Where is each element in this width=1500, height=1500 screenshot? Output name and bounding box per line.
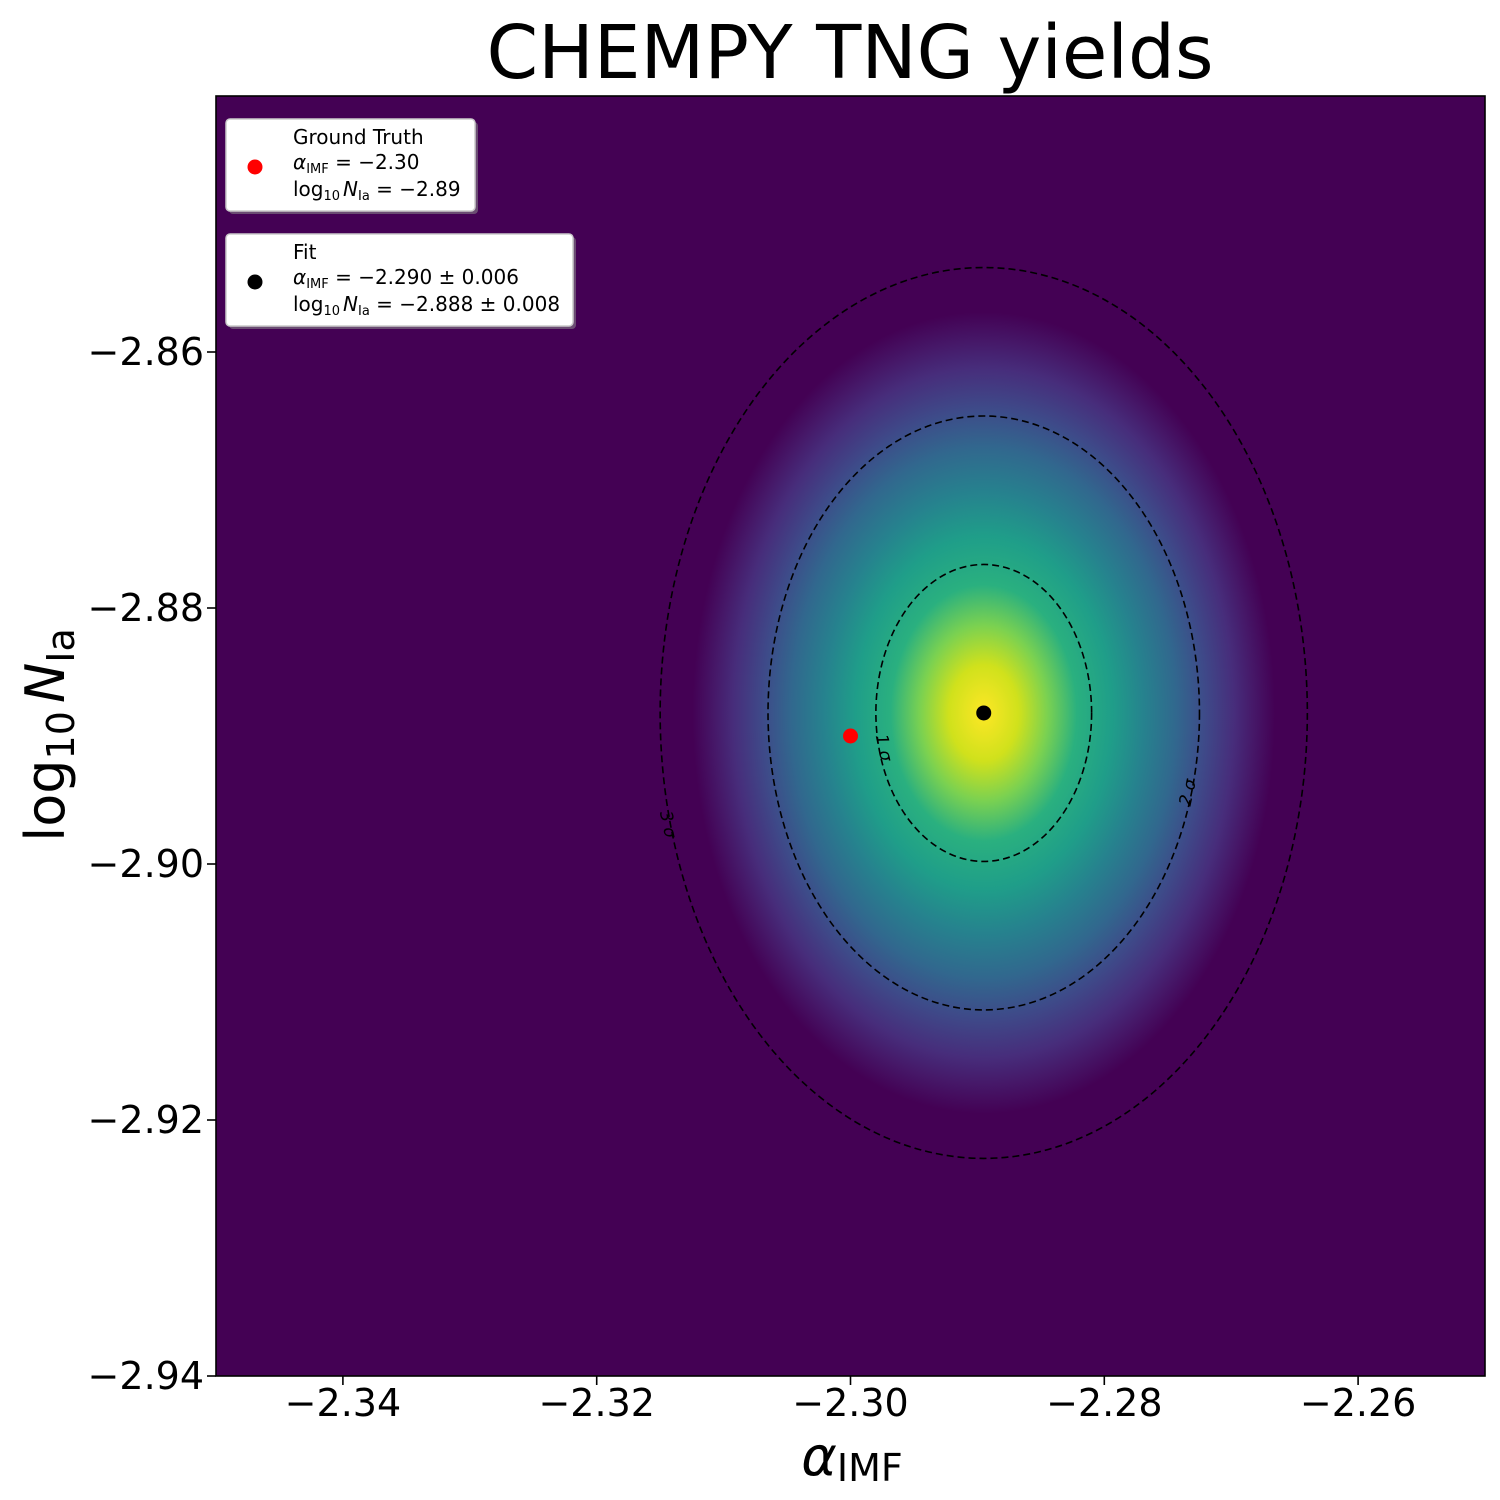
y-tick-label: −2.94 [88,1354,204,1398]
legend-marker [247,274,263,290]
contour-labels: 1 σ2 σ3 σ [655,732,1201,841]
y-tick-label: −2.90 [88,842,204,886]
legend-box [225,233,574,327]
legend-box [225,118,476,212]
contour-2-sigma [767,415,1201,1011]
data-points [843,705,992,744]
x-tick-label: −2.30 [792,1381,908,1425]
fit-point [976,705,992,721]
x-axis-label-subscript: IMF [837,1446,903,1490]
y-tick-label: −2.86 [88,330,204,374]
x-axis-label-symbol: α [801,1425,837,1488]
y-tick-label: −2.88 [88,586,204,630]
x-axis-label: αIMF [801,1425,902,1490]
y-axis-label: log10 NIa [14,628,83,842]
chart-title: CHEMPY TNG yields [486,10,1213,96]
legend-alpha-line: αIMF = −2.290 ± 0.006 [293,265,519,292]
legend-marker [247,159,263,175]
legend-nia-line: log10 NIa = −2.888 ± 0.008 [293,292,560,319]
legend-title: Fit [293,240,317,264]
y-axis-label-variable: N [14,663,77,703]
x-tick-label: −2.26 [1300,1381,1416,1425]
legend-alpha-line: αIMF = −2.30 [293,150,419,177]
x-tick-label: −2.32 [538,1381,654,1425]
ground-truth-point [843,728,858,744]
legend-title: Ground Truth [293,125,424,149]
axis-ticks: −2.34 −2.32 −2.30 −2.28 −2.26 −2.86 −2.88 −2.90… [88,330,1417,1425]
y-tick-label: −2.92 [88,1098,204,1142]
y-axis-label-variable-subscript: Ia [39,628,83,663]
sigma-contours [659,266,1309,1160]
legend-nia-line: log10 NIa = −2.89 [293,177,461,204]
y-axis-label-log: log [14,759,77,841]
contour-1-sigma [875,563,1093,863]
x-tick-label: −2.28 [1046,1381,1162,1425]
y-axis-label-log-subscript: 10 [39,711,83,759]
contour-3-sigma [659,266,1309,1160]
x-tick-label: −2.34 [285,1381,401,1425]
